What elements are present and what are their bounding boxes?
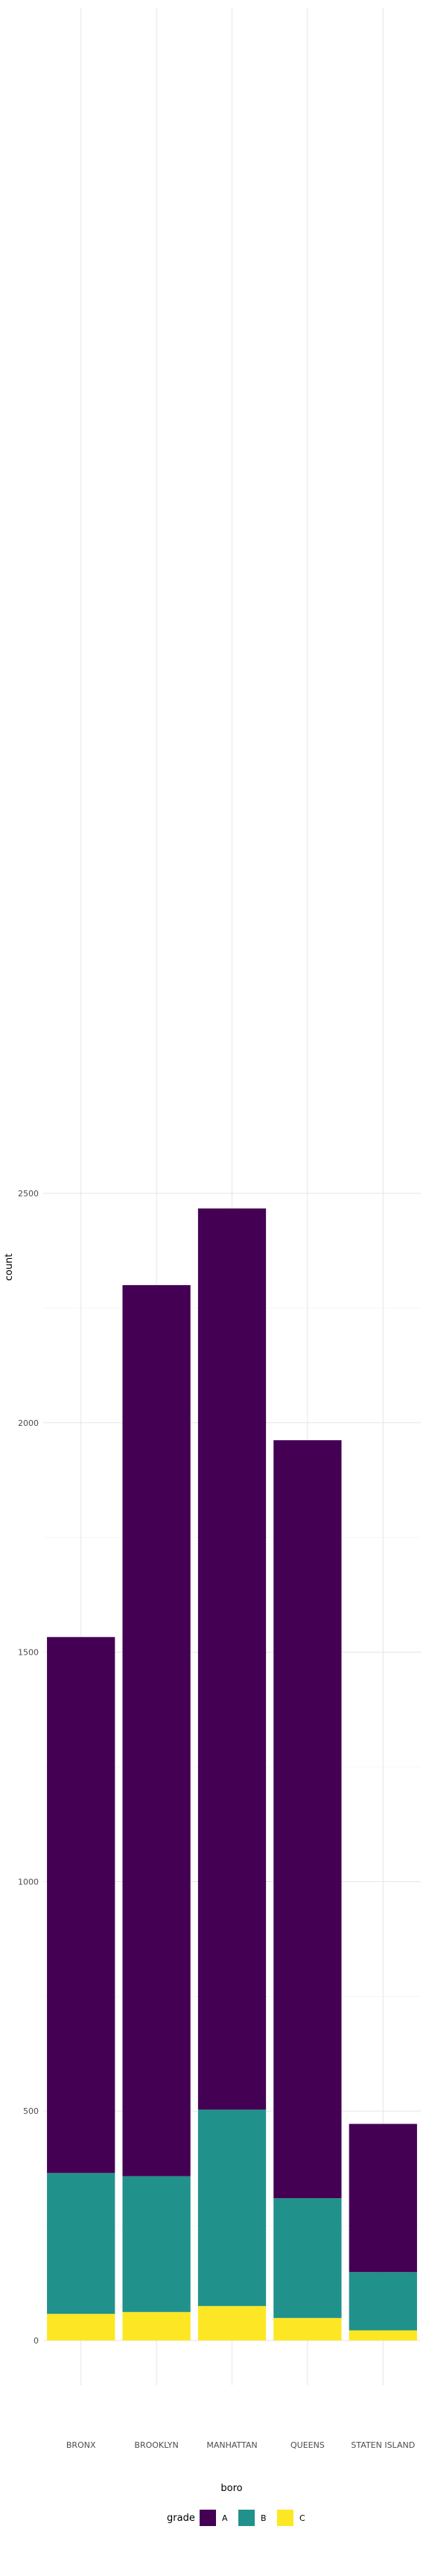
bar-staten-island-grade-c xyxy=(349,2330,417,2340)
legend-swatch-c xyxy=(277,2510,293,2526)
x-tick-label: BROOKLYN xyxy=(134,2440,178,2450)
bar-queens-grade-c xyxy=(273,2317,342,2340)
bar-brooklyn-grade-a xyxy=(122,1285,191,2176)
x-tick-label: BRONX xyxy=(66,2440,96,2450)
x-axis-title: boro xyxy=(220,2483,242,2494)
legend-items: A B C xyxy=(200,2510,305,2526)
y-axis-title: count xyxy=(4,1254,15,1281)
bar-bronx-grade-b xyxy=(47,2173,115,2314)
y-axis-ticks: 0 500 1000 1500 2000 2500 xyxy=(18,1189,39,2346)
bar-staten-island-grade-a xyxy=(349,2124,417,2273)
legend: grade A B C xyxy=(167,2510,305,2526)
legend-swatch-a xyxy=(200,2510,216,2526)
y-tick-label: 0 xyxy=(34,2336,39,2346)
x-tick-label: MANHATTAN xyxy=(206,2440,257,2450)
bar-queens-grade-a xyxy=(273,1440,342,2199)
x-axis-ticks: BRONX BROOKLYN MANHATTAN QUEENS STATEN ISLAN… xyxy=(66,2440,415,2450)
bar-manhattan-grade-b xyxy=(197,2109,267,2306)
x-tick-label: STATEN ISLAND xyxy=(351,2440,415,2450)
legend-title: grade xyxy=(167,2513,195,2524)
y-tick-label: 1000 xyxy=(18,1877,39,1887)
bar-staten-island-grade-b xyxy=(349,2272,417,2331)
bar-queens-grade-b xyxy=(273,2198,342,2318)
x-tick-label: QUEENS xyxy=(290,2440,325,2450)
legend-label-c: C xyxy=(299,2513,305,2523)
bar-brooklyn-grade-b xyxy=(122,2176,191,2312)
bar-manhattan-grade-c xyxy=(197,2305,267,2340)
bar-bronx-grade-c xyxy=(47,2314,115,2340)
y-tick-label: 500 xyxy=(23,2106,39,2116)
bar-manhattan-grade-a xyxy=(197,1208,267,2110)
legend-swatch-b xyxy=(238,2510,255,2526)
legend-label-a: A xyxy=(222,2513,228,2523)
y-tick-label: 2500 xyxy=(18,1189,39,1199)
y-tick-label: 1500 xyxy=(18,1648,39,1658)
bar-brooklyn-grade-c xyxy=(122,2311,191,2340)
legend-label-b: B xyxy=(261,2513,267,2523)
y-tick-label: 2000 xyxy=(18,1418,39,1428)
bar-bronx-grade-a xyxy=(47,1637,115,2174)
bars xyxy=(47,1208,417,2340)
